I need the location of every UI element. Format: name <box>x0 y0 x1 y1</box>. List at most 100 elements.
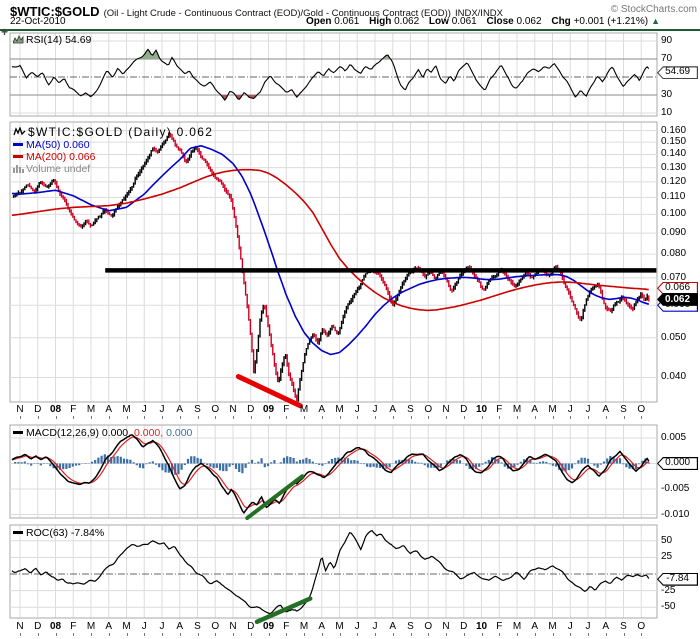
x-tick-mark <box>233 416 234 419</box>
x-tick-label: S <box>194 621 201 632</box>
x-tick-mark <box>162 633 163 636</box>
x-tick-label: J <box>159 621 165 632</box>
x-tick-label: M <box>548 404 557 415</box>
x-tick-label: M <box>299 621 309 632</box>
x-tick-label: N <box>229 404 237 415</box>
price-ytick-label: 0.130 <box>661 161 687 173</box>
roc-label: ROC(63) -7.84% <box>26 527 105 539</box>
x-tick-mark <box>91 416 92 419</box>
x-tick-label: 08 <box>49 621 62 632</box>
low-label: Low <box>428 16 449 27</box>
x-tick-mark <box>499 416 501 419</box>
badge-value: -7.84 <box>658 573 697 585</box>
x-tick-mark <box>534 633 536 636</box>
price-value-badge: 0.066 <box>657 281 698 295</box>
roc-panel <box>9 524 658 619</box>
x-tick-label: A <box>389 404 397 415</box>
plus-icon: + <box>1 25 9 39</box>
roc-ytick-label: 25 <box>661 551 673 563</box>
x-tick-mark <box>73 633 75 636</box>
x-tick-label: A <box>105 621 113 632</box>
x-tick-mark <box>321 416 323 419</box>
x-tick-label: J <box>372 404 378 415</box>
price-ytick-label: 0.070 <box>661 271 687 283</box>
rsi-value-badge: 54.69 <box>657 66 698 80</box>
x-tick-label: M <box>122 621 131 632</box>
price-legend: $WTIC:$GOLD (Daily) 0.062 MA(50) 0.060 M… <box>13 126 213 175</box>
x-tick-label: O <box>637 621 646 632</box>
macd-swatch <box>13 431 23 434</box>
x-tick-label: A <box>602 621 610 632</box>
macd-value-badge: 0.000 <box>657 457 698 470</box>
x-tick-mark <box>37 633 39 636</box>
ma200-swatch <box>13 155 23 158</box>
x-tick-mark <box>623 416 625 419</box>
chg-value: +0.001 (+1.21%) <box>573 16 649 27</box>
rsi-ytick-label: 70 <box>661 53 673 64</box>
x-tick-label: O <box>424 621 433 632</box>
x-tick-label: M <box>86 621 96 632</box>
x-tick-label: M <box>86 404 96 415</box>
rsi-panel <box>9 32 658 117</box>
x-tick-label: S <box>194 404 201 415</box>
price-ytick-label: 0.140 <box>661 148 687 160</box>
x-tick-mark <box>197 633 199 636</box>
x-tick-mark <box>357 633 359 636</box>
x-tick-mark <box>641 416 643 419</box>
roc-value-badge: -7.84 <box>657 572 698 586</box>
x-tick-label: F <box>70 621 77 632</box>
price-icon <box>13 126 26 136</box>
macd-label: MACD(12,26,9) 0.000, <box>26 427 132 439</box>
x-tick-mark <box>286 416 288 419</box>
macd-ytick-label: -0.005 <box>661 483 690 494</box>
x-tick-mark <box>446 633 447 636</box>
x-tick-mark <box>144 633 146 636</box>
x-tick-label: D <box>460 621 468 632</box>
price-ytick-label: 0.150 <box>661 136 687 148</box>
x-tick-mark <box>250 633 252 636</box>
x-tick-mark <box>268 633 270 636</box>
x-tick-mark <box>517 416 518 419</box>
x-tick-label: J <box>159 404 165 415</box>
x-tick-label: 08 <box>49 404 62 415</box>
header-divider <box>0 29 700 31</box>
x-tick-mark <box>268 416 270 419</box>
roc-ytick-label: -50 <box>661 601 676 613</box>
macd-signal-value: 0.000, <box>133 427 164 439</box>
x-tick-label: D <box>247 404 255 415</box>
x-tick-mark <box>375 633 376 636</box>
x-tick-label: 10 <box>475 621 488 632</box>
x-tick-mark <box>428 633 430 636</box>
x-tick-label: O <box>424 404 433 415</box>
x-tick-mark <box>304 416 305 419</box>
x-tick-label: F <box>70 404 77 415</box>
x-tick-label: S <box>407 404 414 415</box>
x-tick-label: A <box>105 404 113 415</box>
x-tick-label: F <box>283 621 290 632</box>
x-tick-mark <box>410 633 412 636</box>
price-ytick-label: 0.120 <box>661 175 687 187</box>
x-tick-mark <box>20 416 21 419</box>
price-ytick-label: 0.160 <box>661 124 687 136</box>
x-tick-mark <box>499 633 501 636</box>
x-tick-mark <box>215 416 217 419</box>
macd-ytick-label: 0.005 <box>661 432 687 443</box>
x-tick-label: J <box>567 404 573 415</box>
x-tick-mark <box>357 416 359 419</box>
low-value: 0.061 <box>451 16 477 27</box>
ma50-line <box>11 144 650 356</box>
x-tick-label: N <box>229 621 237 632</box>
rsi-ytick-label: 90 <box>661 35 673 46</box>
x-tick-label: J <box>141 404 147 415</box>
x-tick-label: N <box>442 621 450 632</box>
chart-date: 22-Oct-2010 <box>10 16 66 27</box>
rsi-oversold-fill <box>12 95 649 101</box>
x-tick-mark <box>144 416 146 419</box>
header-title-row: $WTIC:$GOLD (Oil - Light Crude - Continuo… <box>10 3 503 21</box>
x-tick-label: O <box>637 404 646 415</box>
x-tick-label: M <box>335 621 344 632</box>
badge-value: 54.69 <box>658 67 697 79</box>
x-tick-label: J <box>585 621 591 632</box>
x-tick-label: A <box>176 621 184 632</box>
x-tick-label: 09 <box>262 404 275 415</box>
